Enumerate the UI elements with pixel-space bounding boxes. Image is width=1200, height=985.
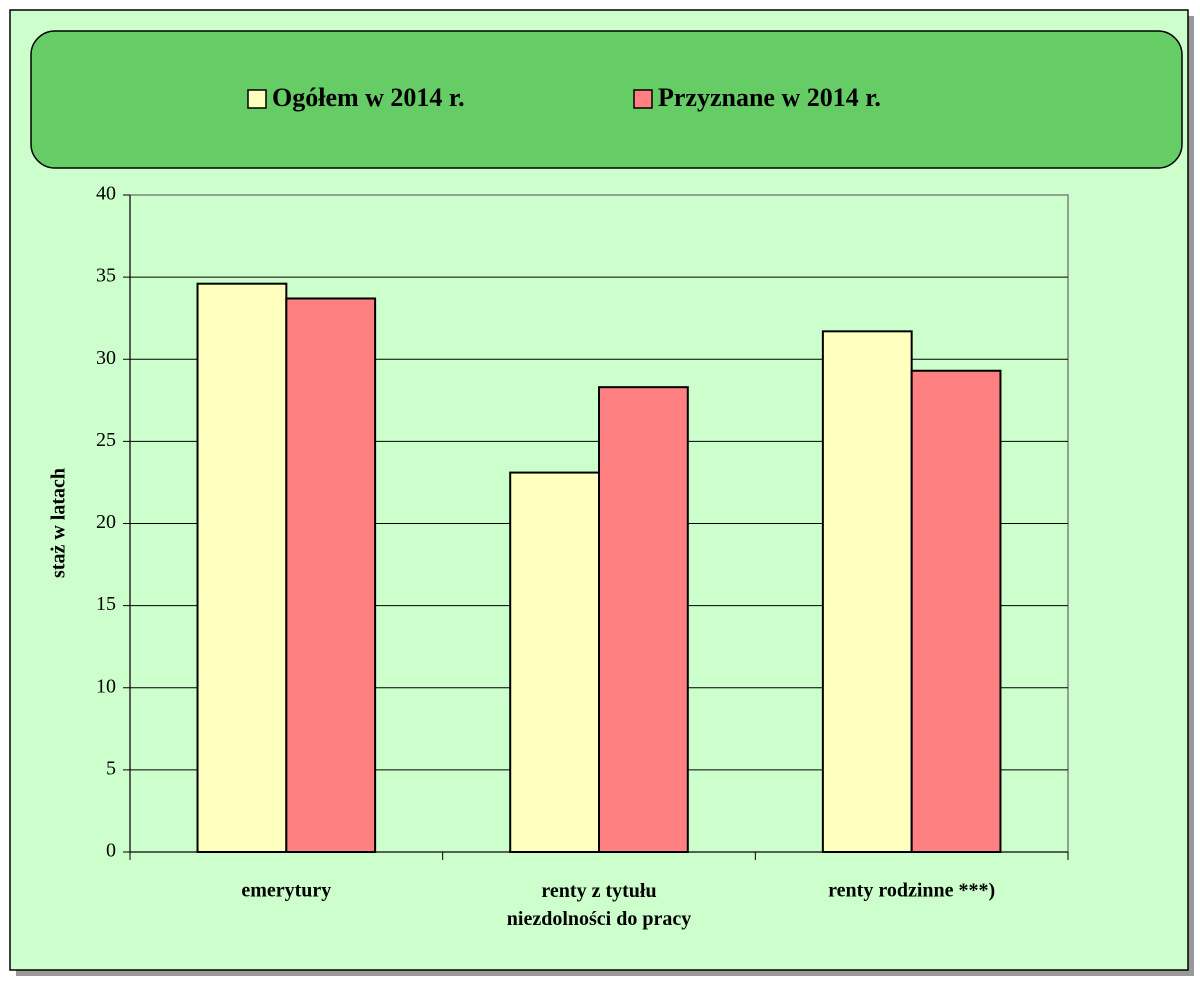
legend-box [30,30,1183,169]
x-tick-label: renty z tytułu niezdolności do pracy [507,880,691,930]
y-tick-label: 20 [96,511,116,533]
x-tick-label: emerytury [241,880,331,902]
y-tick-label: 40 [96,183,116,205]
y-axis-label: staż w latach [48,468,70,578]
legend-swatch [247,89,267,109]
y-tick-label: 30 [96,347,116,369]
x-tick-label: renty rodzinne ***) [828,880,995,902]
y-tick-label: 5 [106,757,116,779]
legend-label: Przyznane w 2014 r. [658,83,881,112]
y-tick-label: 35 [96,265,116,287]
legend-label: Ogółem w 2014 r. [272,83,465,112]
legend-swatch [633,89,653,109]
bar [285,297,377,854]
y-tick-label: 15 [96,593,116,615]
bar [196,282,288,853]
y-tick-label: 0 [106,840,116,862]
bar [509,471,600,853]
bar [598,386,689,853]
bar [821,330,913,853]
y-tick-label: 25 [96,429,116,451]
bar [910,369,1002,853]
y-tick-label: 10 [96,675,116,697]
